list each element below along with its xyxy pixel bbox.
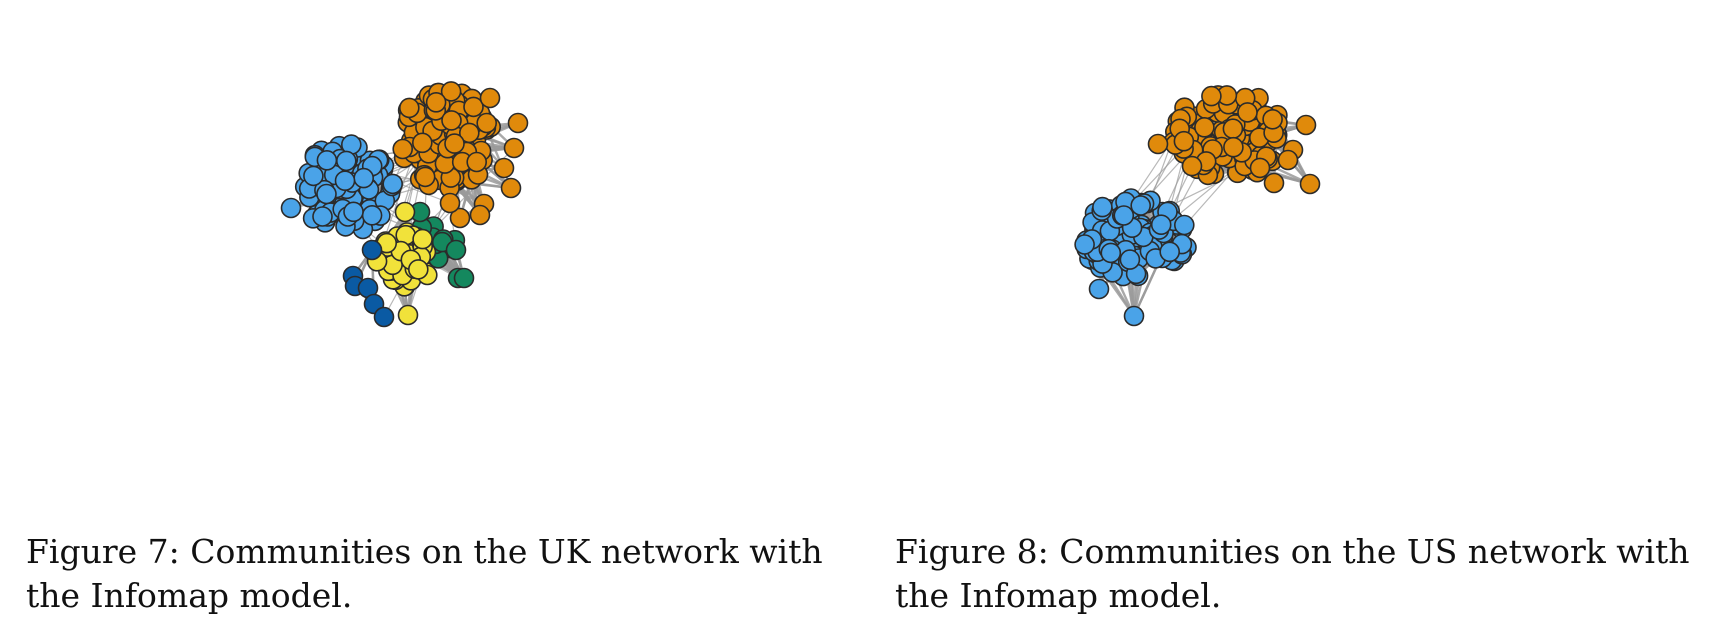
node-light-blue — [312, 206, 333, 227]
node-orange — [1181, 155, 1203, 177]
node-green — [445, 239, 467, 261]
node-orange — [1237, 102, 1258, 123]
node-dark-blue — [361, 239, 383, 261]
node-orange — [469, 204, 491, 226]
node-green — [453, 267, 475, 289]
node-orange — [1194, 117, 1215, 138]
node-light-blue — [1074, 234, 1095, 255]
node-orange — [414, 166, 436, 188]
node-light-blue — [1113, 205, 1135, 226]
node-layer — [1074, 85, 1321, 327]
node-orange — [466, 151, 488, 173]
node-orange — [439, 192, 461, 214]
node-orange — [458, 122, 480, 144]
node-light-blue — [316, 150, 338, 171]
node-orange — [441, 110, 462, 131]
uk-network-graph — [280, 81, 529, 328]
us-network-graph — [1074, 85, 1321, 327]
node-light-blue — [353, 167, 375, 189]
node-light-blue — [1159, 241, 1181, 263]
node-layer — [280, 81, 529, 328]
node-yellow — [407, 259, 429, 280]
node-yellow — [412, 228, 433, 250]
node-orange — [1262, 108, 1283, 130]
node-light-blue — [1088, 278, 1110, 300]
node-light-blue — [335, 150, 357, 172]
figure-7-caption: Figure 7: Communities on the UK network … — [26, 532, 823, 615]
figure-7: Figure 7: Communities on the UK network … — [20, 0, 823, 638]
node-orange — [1277, 149, 1299, 171]
node-light-blue — [334, 170, 356, 191]
node-orange — [440, 81, 462, 102]
node-light-blue — [1150, 214, 1172, 235]
node-light-blue — [1092, 196, 1113, 218]
node-orange — [476, 112, 498, 134]
node-light-blue — [1173, 214, 1195, 236]
node-light-blue — [343, 201, 364, 223]
node-orange — [503, 137, 525, 159]
figure-8-caption: Figure 8: Communities on the US network … — [895, 532, 1690, 615]
node-light-blue — [1100, 242, 1122, 264]
node-orange — [463, 96, 484, 118]
node-orange — [1222, 118, 1244, 139]
node-orange — [1249, 157, 1271, 179]
node-light-blue — [361, 205, 383, 226]
node-orange — [392, 138, 414, 160]
node-light-blue — [382, 173, 404, 195]
node-orange — [1299, 173, 1321, 195]
node-light-blue — [1119, 249, 1141, 270]
figure-8: Figure 8: Communities on the US network … — [888, 0, 1690, 638]
node-light-blue — [303, 165, 324, 187]
node-orange — [449, 207, 471, 229]
node-orange — [500, 177, 522, 199]
node-orange — [493, 157, 515, 179]
node-orange — [444, 133, 465, 154]
node-orange — [507, 112, 529, 134]
node-orange — [479, 87, 501, 109]
node-light-blue — [1123, 305, 1145, 327]
node-light-blue — [280, 197, 302, 219]
node-orange — [1295, 114, 1317, 136]
node-orange — [1223, 136, 1244, 158]
node-yellow — [397, 304, 419, 326]
node-orange — [411, 132, 433, 154]
node-orange — [1147, 133, 1169, 155]
node-orange — [1201, 85, 1222, 107]
node-light-blue — [316, 183, 337, 205]
node-orange — [1173, 130, 1195, 152]
node-dark-blue — [373, 306, 395, 328]
node-orange — [1263, 172, 1285, 194]
node-light-blue — [1130, 195, 1151, 216]
node-orange — [425, 91, 447, 113]
node-orange — [398, 97, 420, 119]
node-yellow — [394, 201, 416, 223]
